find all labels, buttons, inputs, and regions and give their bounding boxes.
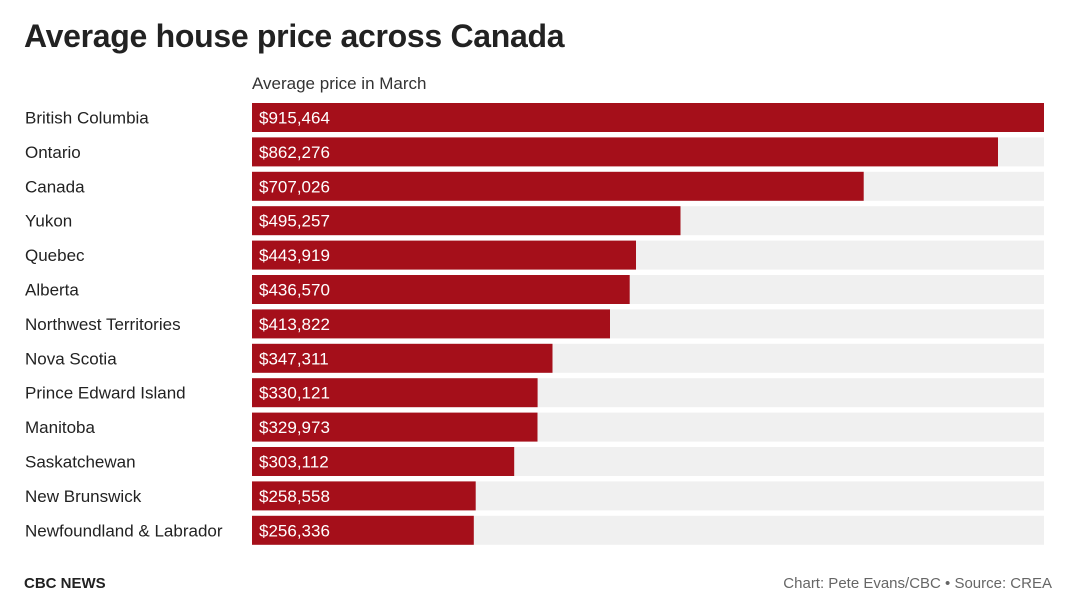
category-label: New Brunswick [25, 487, 142, 506]
bar-chart: British Columbia $915,464 Ontario $862,276 C… [25, 103, 1044, 545]
value-label: $329,973 [259, 418, 330, 437]
category-label: Manitoba [25, 418, 95, 437]
bar-ontario [252, 137, 998, 167]
bar-newfoundland-labrador [252, 515, 474, 545]
bar-new-brunswick [252, 481, 476, 511]
bar-manitoba [252, 412, 538, 442]
bar-quebec [252, 240, 636, 270]
bar-prince-edward-island [252, 378, 538, 408]
value-label: $258,558 [259, 487, 330, 506]
category-label: Alberta [25, 281, 79, 300]
category-label: British Columbia [25, 109, 149, 128]
chart-subtitle: Average price in March [252, 74, 427, 93]
value-label: $413,822 [259, 315, 330, 334]
source-credit: Chart: Pete Evans/CBC • Source: CREA [783, 575, 1052, 592]
category-label: Northwest Territories [25, 315, 181, 334]
value-label: $443,919 [259, 246, 330, 265]
bar-canada [252, 171, 864, 201]
value-label: $495,257 [259, 212, 330, 231]
category-label: Prince Edward Island [25, 384, 186, 403]
value-label: $303,112 [259, 453, 329, 472]
category-label: Saskatchewan [25, 453, 136, 472]
bar-northwest-territories [252, 309, 610, 339]
category-label: Newfoundland & Labrador [25, 521, 223, 540]
value-label: $862,276 [259, 143, 330, 162]
bar-alberta [252, 275, 630, 304]
value-label: $436,570 [259, 281, 330, 300]
bar-nova-scotia [252, 343, 553, 373]
bar-british-columbia [252, 103, 1044, 132]
category-label: Ontario [25, 143, 81, 162]
value-label: $707,026 [259, 177, 330, 196]
value-label: $330,121 [259, 384, 330, 403]
bar-saskatchewan [252, 447, 515, 476]
category-label: Canada [25, 177, 85, 196]
value-label: $915,464 [259, 109, 330, 128]
brand-label: CBC NEWS [24, 575, 106, 592]
category-label: Quebec [25, 246, 85, 265]
value-label: $256,336 [259, 521, 330, 540]
value-label: $347,311 [259, 349, 329, 368]
chart-title: Average house price across Canada [24, 18, 565, 54]
bar-yukon [252, 206, 681, 236]
category-label: Yukon [25, 212, 72, 231]
category-label: Nova Scotia [25, 349, 117, 368]
